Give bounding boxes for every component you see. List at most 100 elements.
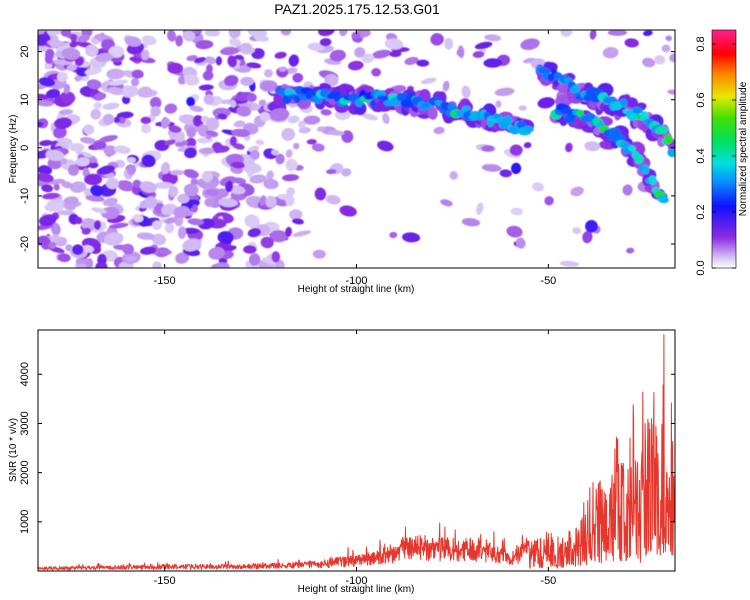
heatmap-cell [74,216,83,225]
heatmap-cell [520,38,540,50]
heatmap-cell [191,204,198,213]
heatmap-cell [85,195,105,202]
heatmap-cell [205,117,220,131]
heatmap-cell [198,147,217,155]
heatmap-cell [231,128,251,137]
heatmap-cell [371,67,381,77]
heatmap-cell [102,102,120,110]
heatmap-cell [202,70,214,81]
heatmap-cell [63,83,71,94]
heatmap-cell [626,247,635,254]
heatmap-cell [187,218,204,226]
heatmap-cell [103,145,117,157]
heatmap-cell [38,93,49,100]
heatmap-cell [269,230,288,243]
heatmap-cell [481,145,495,152]
heatmap-cell [124,36,142,47]
heatmap-cell [161,116,169,129]
heatmap-cell [260,236,274,249]
heatmap-cell [167,62,184,74]
heatmap-cell [476,202,484,215]
colorbar-tick-label: 0.6 [695,92,707,107]
heatmap-cell [255,139,265,146]
heatmap-cell [81,30,93,38]
heatmap-cell [231,177,247,184]
heatmap-cell [139,181,157,193]
heatmap-cell [203,94,215,105]
heatmap-cell [624,38,639,48]
heatmap-cell [518,105,527,111]
heatmap-cell [160,162,171,175]
heatmap-cell [183,183,199,197]
heatmap-cell [584,141,601,152]
heatmap-y-tick-label: -20 [19,236,31,252]
heatmap-cell [495,100,502,108]
heatmap-cell [326,169,337,175]
heatmap-cell [218,198,238,208]
heatmap-cell [75,151,93,158]
snr-x-tick-label: -50 [540,575,556,587]
heatmap-cell [106,68,125,80]
heatmap-cell [249,174,267,184]
heatmap-x-tick-label: -100 [345,275,367,287]
heatmap-cell [42,192,60,200]
heatmap-cell [461,85,471,99]
heatmap-cell [285,194,295,207]
heatmap-cell [60,30,72,37]
heatmap-cell [99,135,118,143]
heatmap-cell [38,77,56,87]
heatmap-cell [619,141,631,150]
heatmap-cell [74,56,84,67]
heatmap-cell [285,149,293,158]
heatmap-cell [113,244,131,251]
heatmap-cell [229,99,237,108]
heatmap-cell [282,174,299,182]
heatmap-cell [140,246,157,255]
heatmap-cell [292,230,312,237]
heatmap-cell [38,150,51,159]
heatmap-cell [585,219,598,233]
heatmap-cell [228,30,241,39]
heatmap-cell [223,75,239,87]
heatmap-cell [91,207,107,214]
snr-x-axis-title: Height of straight line (km) [298,584,415,595]
heatmap-cell [141,35,157,45]
heatmap-x-axis-title: Height of straight line (km) [298,284,415,295]
heatmap-cell [90,108,102,120]
heatmap-cell [269,108,290,122]
heatmap-cell [61,47,81,60]
snr-x-tick-label: -100 [345,575,367,587]
heatmap-cell [369,99,377,108]
heatmap-cell [314,187,327,201]
heatmap-cell [303,115,321,125]
heatmap-cell [186,96,196,107]
heatmap-cell [319,38,332,47]
heatmap-cell [182,30,196,42]
heatmap-cell [654,55,666,65]
snr-x-tick-label: -150 [154,575,176,587]
heatmap-cell [661,44,671,53]
heatmap-cell [130,77,140,87]
heatmap-cell [81,218,97,231]
heatmap-cell [233,120,246,128]
snr-series-line [38,334,675,571]
heatmap-cell [58,109,74,116]
heatmap-cell [280,30,292,36]
heatmap-cell [102,197,118,207]
heatmap-cell [643,30,653,37]
heatmap-cell [169,169,185,176]
heatmap-cell [515,237,526,249]
heatmap-cell [195,39,214,50]
heatmap-cell [38,165,53,176]
heatmap-cell [259,195,267,206]
heatmap-cell [161,171,178,185]
heatmap-cell [44,48,55,60]
heatmap-cell [589,30,597,40]
heatmap-cell [298,126,311,134]
heatmap-cell [260,111,270,122]
heatmap-cell [204,30,221,37]
heatmap-cell [382,113,390,125]
heatmap-cell [241,162,262,174]
